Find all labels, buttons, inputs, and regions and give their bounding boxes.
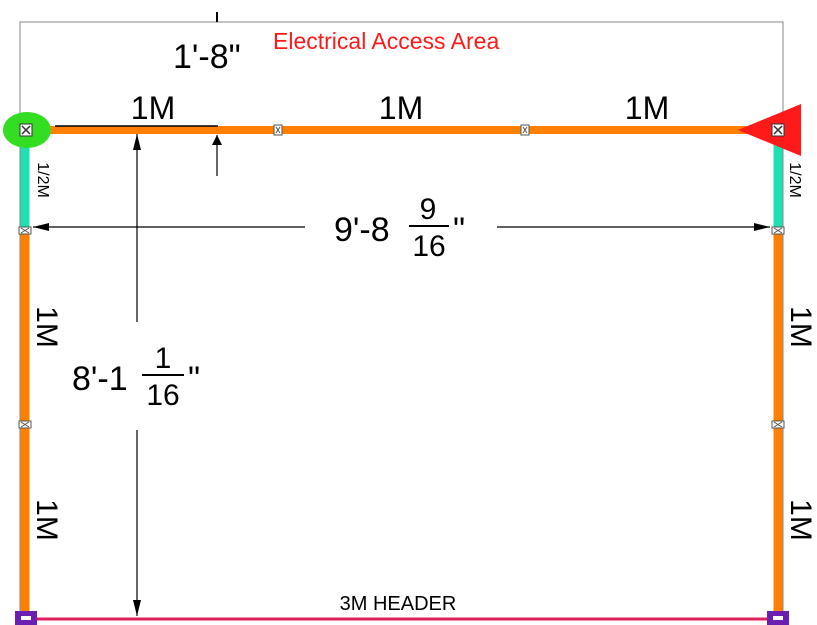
- connector-icon: [273, 124, 283, 136]
- start-marker-icon: [3, 112, 51, 148]
- segment-label-right-lower: 1M: [784, 499, 817, 541]
- connector-icon: [771, 420, 785, 429]
- width-numerator: 9: [420, 193, 437, 226]
- header-label: 3M HEADER: [340, 593, 457, 615]
- area-label: Electrical Access Area: [273, 28, 499, 54]
- right-foot-icon: [767, 611, 789, 625]
- connector-icon: [520, 124, 530, 136]
- left-foot-icon: [15, 611, 37, 625]
- segment-label-left-upper: 1M: [30, 306, 63, 348]
- height-whole: 8'-1: [72, 360, 128, 398]
- height-denominator: 16: [146, 379, 179, 412]
- connector-icon: [18, 420, 32, 429]
- height-unit: ": [188, 360, 200, 398]
- width-unit: ": [453, 211, 465, 249]
- connector-icon: [771, 226, 785, 235]
- height-dimension: 8'-1 1 16 ": [72, 342, 200, 412]
- width-whole: 9'-8: [334, 211, 390, 249]
- segment-label-left-half: 1/2M: [34, 162, 51, 198]
- segment-label-left-lower: 1M: [30, 499, 63, 541]
- segment-label-top-middle: 1M: [379, 90, 423, 126]
- height-numerator: 1: [155, 342, 172, 375]
- connector-icon: [18, 226, 32, 235]
- segment-label-top-left: 1M: [131, 90, 175, 126]
- segment-label-right-upper: 1M: [784, 306, 817, 348]
- segment-label-right-half: 1/2M: [786, 162, 803, 198]
- end-marker-icon: [738, 104, 801, 156]
- width-denominator: 16: [412, 230, 445, 263]
- width-dimension: 9'-8 9 16 ": [334, 193, 465, 263]
- segment-label-top-right: 1M: [625, 90, 669, 126]
- top-offset-label: 1'-8": [173, 38, 241, 76]
